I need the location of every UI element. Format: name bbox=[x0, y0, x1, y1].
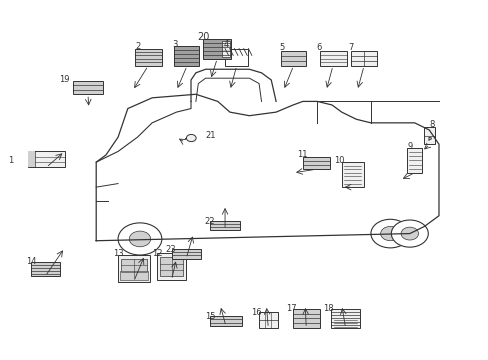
Text: 6: 6 bbox=[316, 43, 321, 52]
Text: 19: 19 bbox=[59, 76, 70, 85]
Text: 7: 7 bbox=[348, 43, 353, 52]
Bar bbox=[73, 81, 102, 94]
Bar bbox=[203, 39, 231, 59]
Circle shape bbox=[129, 231, 150, 247]
Bar bbox=[28, 152, 64, 167]
Text: 14: 14 bbox=[26, 257, 37, 266]
Bar bbox=[224, 49, 248, 66]
Text: 1: 1 bbox=[8, 156, 14, 165]
Text: 9: 9 bbox=[407, 141, 411, 150]
Bar bbox=[407, 148, 421, 173]
Text: 13: 13 bbox=[113, 249, 123, 258]
Text: 12: 12 bbox=[151, 249, 162, 258]
Bar bbox=[319, 51, 346, 66]
Bar bbox=[160, 257, 183, 276]
Text: 22: 22 bbox=[204, 217, 214, 226]
Text: 8: 8 bbox=[428, 120, 433, 129]
Text: 15: 15 bbox=[205, 312, 215, 321]
Bar bbox=[121, 259, 146, 278]
Text: 2: 2 bbox=[135, 41, 140, 50]
Bar bbox=[210, 316, 242, 327]
Bar bbox=[210, 221, 239, 230]
Circle shape bbox=[390, 220, 427, 247]
Text: 21: 21 bbox=[205, 131, 215, 140]
Text: 10: 10 bbox=[333, 156, 344, 165]
Text: 23: 23 bbox=[165, 245, 176, 254]
Bar bbox=[302, 157, 329, 169]
Text: 16: 16 bbox=[251, 308, 262, 317]
Text: 11: 11 bbox=[296, 150, 306, 159]
Bar bbox=[259, 312, 277, 328]
Bar bbox=[351, 51, 376, 66]
Circle shape bbox=[380, 226, 399, 241]
Bar bbox=[424, 127, 434, 144]
Bar bbox=[28, 152, 35, 167]
Text: P: P bbox=[427, 138, 431, 143]
Circle shape bbox=[370, 219, 409, 248]
Bar bbox=[281, 51, 305, 66]
Bar bbox=[30, 262, 60, 276]
Bar bbox=[174, 46, 199, 66]
Text: 3: 3 bbox=[172, 40, 178, 49]
Bar bbox=[135, 49, 162, 66]
Bar bbox=[157, 253, 186, 280]
Bar bbox=[292, 309, 319, 328]
Text: 20: 20 bbox=[197, 32, 209, 42]
Bar bbox=[120, 271, 148, 280]
Bar bbox=[330, 309, 360, 328]
Text: 4: 4 bbox=[223, 40, 228, 49]
Text: 18: 18 bbox=[322, 304, 333, 313]
Bar bbox=[171, 249, 201, 258]
Bar bbox=[221, 41, 229, 57]
Circle shape bbox=[118, 223, 162, 255]
Bar bbox=[118, 255, 149, 282]
Circle shape bbox=[186, 134, 196, 141]
Text: 5: 5 bbox=[279, 43, 285, 52]
Circle shape bbox=[400, 227, 418, 240]
Bar bbox=[341, 162, 363, 187]
Text: 17: 17 bbox=[285, 304, 296, 313]
